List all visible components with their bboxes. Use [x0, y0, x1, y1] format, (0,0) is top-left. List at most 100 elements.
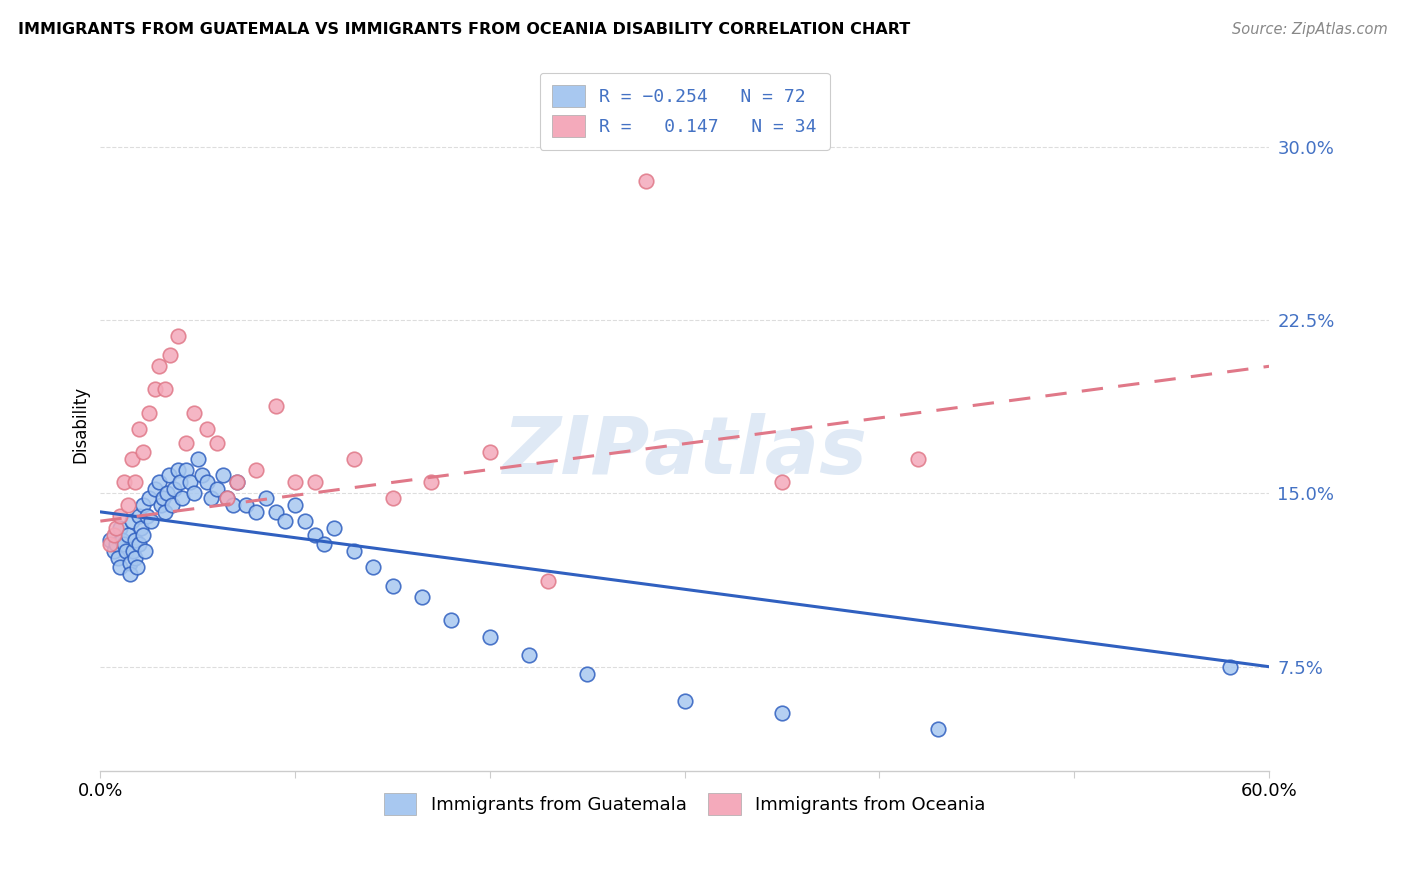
Point: [200, 491, 222, 505]
Point: [174, 463, 197, 477]
Point: [152, 491, 174, 505]
Point: [134, 544, 156, 558]
Point: [478, 630, 501, 644]
Point: [132, 498, 155, 512]
Y-axis label: Disability: Disability: [72, 385, 89, 463]
Point: [284, 475, 307, 489]
Point: [187, 451, 209, 466]
Point: [1219, 659, 1241, 673]
Point: [162, 498, 184, 512]
Point: [205, 435, 228, 450]
Point: [121, 514, 143, 528]
Point: [124, 533, 146, 547]
Point: [673, 694, 696, 708]
Point: [143, 482, 166, 496]
Point: [361, 560, 384, 574]
Point: [148, 475, 170, 489]
Point: [634, 174, 657, 188]
Point: [136, 509, 159, 524]
Point: [197, 422, 219, 436]
Point: [411, 591, 433, 605]
Point: [342, 451, 364, 466]
Point: [284, 498, 307, 512]
Point: [174, 435, 197, 450]
Point: [114, 544, 136, 558]
Point: [127, 560, 149, 574]
Point: [172, 491, 194, 505]
Point: [190, 467, 212, 482]
Point: [294, 514, 316, 528]
Point: [124, 551, 146, 566]
Point: [212, 467, 235, 482]
Point: [907, 451, 929, 466]
Point: [103, 544, 125, 558]
Point: [129, 521, 152, 535]
Point: [183, 486, 205, 500]
Point: [304, 528, 326, 542]
Point: [138, 405, 160, 419]
Point: [153, 505, 176, 519]
Point: [222, 498, 245, 512]
Point: [169, 475, 191, 489]
Point: [314, 537, 336, 551]
Point: [264, 399, 287, 413]
Point: [117, 528, 139, 542]
Point: [139, 514, 162, 528]
Point: [225, 475, 247, 489]
Point: [342, 544, 364, 558]
Point: [103, 528, 125, 542]
Point: [517, 648, 540, 662]
Point: [153, 383, 176, 397]
Point: [264, 505, 287, 519]
Point: [381, 579, 404, 593]
Point: [98, 533, 121, 547]
Point: [245, 505, 267, 519]
Point: [128, 422, 150, 436]
Text: Source: ZipAtlas.com: Source: ZipAtlas.com: [1232, 22, 1388, 37]
Point: [197, 475, 219, 489]
Point: [157, 467, 180, 482]
Point: [118, 567, 141, 582]
Point: [770, 475, 793, 489]
Point: [576, 666, 599, 681]
Point: [124, 475, 146, 489]
Point: [167, 329, 190, 343]
Point: [478, 444, 501, 458]
Point: [121, 451, 143, 466]
Point: [117, 498, 139, 512]
Point: [143, 383, 166, 397]
Point: [420, 475, 443, 489]
Point: [179, 475, 201, 489]
Point: [163, 482, 186, 496]
Point: [323, 521, 346, 535]
Point: [132, 444, 155, 458]
Point: [215, 491, 238, 505]
Point: [104, 521, 127, 535]
Legend: Immigrants from Guatemala, Immigrants from Oceania: Immigrants from Guatemala, Immigrants fr…: [375, 784, 994, 824]
Point: [108, 560, 131, 574]
Point: [159, 348, 181, 362]
Point: [111, 533, 134, 547]
Point: [112, 475, 135, 489]
Point: [155, 486, 177, 500]
Point: [225, 475, 247, 489]
Point: [132, 528, 155, 542]
Text: ZIPatlas: ZIPatlas: [502, 413, 868, 491]
Point: [138, 491, 160, 505]
Point: [104, 537, 127, 551]
Point: [122, 544, 145, 558]
Point: [183, 405, 205, 419]
Point: [254, 491, 277, 505]
Point: [148, 359, 170, 374]
Point: [927, 722, 949, 736]
Text: IMMIGRANTS FROM GUATEMALA VS IMMIGRANTS FROM OCEANIA DISABILITY CORRELATION CHAR: IMMIGRANTS FROM GUATEMALA VS IMMIGRANTS …: [18, 22, 911, 37]
Point: [128, 537, 150, 551]
Point: [205, 482, 228, 496]
Point: [440, 614, 463, 628]
Point: [537, 574, 560, 589]
Point: [274, 514, 297, 528]
Point: [112, 537, 135, 551]
Point: [128, 509, 150, 524]
Point: [235, 498, 257, 512]
Point: [108, 521, 131, 535]
